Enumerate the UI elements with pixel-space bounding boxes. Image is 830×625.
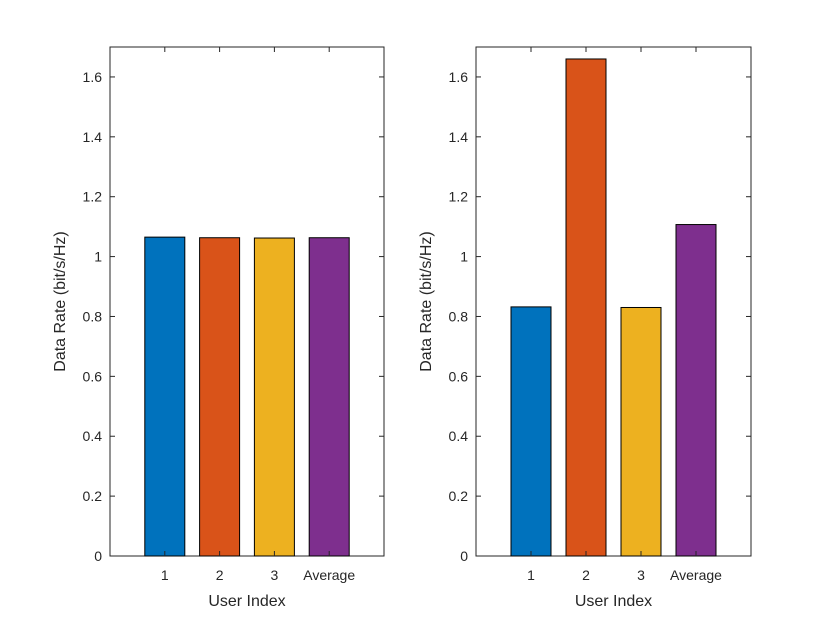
right-bar-1 <box>510 306 552 557</box>
left-ytick-label: 0.2 <box>83 488 103 504</box>
left-ytick-label: 0.8 <box>83 308 103 324</box>
left-ytick-label: 0.6 <box>83 368 103 384</box>
left-ytick-label: 1.2 <box>83 189 103 205</box>
right-ytick-label: 0.2 <box>449 488 469 504</box>
right-ytick-label: 0 <box>460 548 468 564</box>
right-chart-panel: 0 0.2 0.4 0.6 0.8 1 1.2 1.4 1.6 1 2 3 Average User … <box>418 46 752 610</box>
left-bar-2 <box>199 237 241 557</box>
right-x-axis-ticks: 1 2 3 Average <box>527 47 722 583</box>
right-bar-3 <box>620 306 662 557</box>
left-bar-average <box>308 237 350 557</box>
right-ytick-label: 1.2 <box>449 189 469 205</box>
right-y-axis-ticks: 0 0.2 0.4 0.6 0.8 1 1.2 1.4 1.6 <box>449 69 751 564</box>
left-y-axis-label: Data Rate (bit/s/Hz) <box>52 231 69 371</box>
left-xtick-label: 1 <box>161 567 169 583</box>
right-ytick-label: 0.8 <box>449 308 469 324</box>
left-plot-area <box>109 46 385 557</box>
right-ytick-label: 0.4 <box>449 428 469 444</box>
left-ytick-label: 0.4 <box>83 428 103 444</box>
left-x-axis-label: User Index <box>208 593 285 610</box>
left-ytick-label: 1.6 <box>83 69 103 85</box>
right-bars <box>510 58 717 557</box>
left-y-axis-ticks: 0 0.2 0.4 0.6 0.8 1 1.2 1.4 1.6 <box>83 69 384 564</box>
right-ytick-label: 1.6 <box>449 69 469 85</box>
left-xtick-label: Average <box>303 567 355 583</box>
left-ytick-label: 0 <box>94 548 102 564</box>
left-chart-panel: 0 0.2 0.4 0.6 0.8 1 1.2 1.4 1.6 1 2 3 Average User … <box>52 46 385 610</box>
right-bar-2 <box>565 58 607 557</box>
left-ytick-label: 1 <box>94 249 102 265</box>
left-xtick-label: 3 <box>271 567 279 583</box>
right-plot-area <box>475 46 752 557</box>
right-xtick-label: 1 <box>527 567 535 583</box>
right-x-axis-label: User Index <box>575 593 652 610</box>
right-bar-average <box>675 224 717 557</box>
right-xtick-label: 2 <box>582 567 590 583</box>
right-ytick-label: 1 <box>460 249 468 265</box>
left-bar-3 <box>253 237 295 557</box>
left-xtick-label: 2 <box>216 567 224 583</box>
left-ytick-label: 1.4 <box>83 129 103 145</box>
right-ytick-label: 0.6 <box>449 368 469 384</box>
right-ytick-label: 1.4 <box>449 129 469 145</box>
left-bar-1 <box>144 236 186 557</box>
right-xtick-label: 3 <box>637 567 645 583</box>
right-xtick-label: Average <box>670 567 722 583</box>
left-x-axis-ticks: 1 2 3 Average <box>161 47 355 583</box>
right-y-axis-label: Data Rate (bit/s/Hz) <box>418 231 435 371</box>
